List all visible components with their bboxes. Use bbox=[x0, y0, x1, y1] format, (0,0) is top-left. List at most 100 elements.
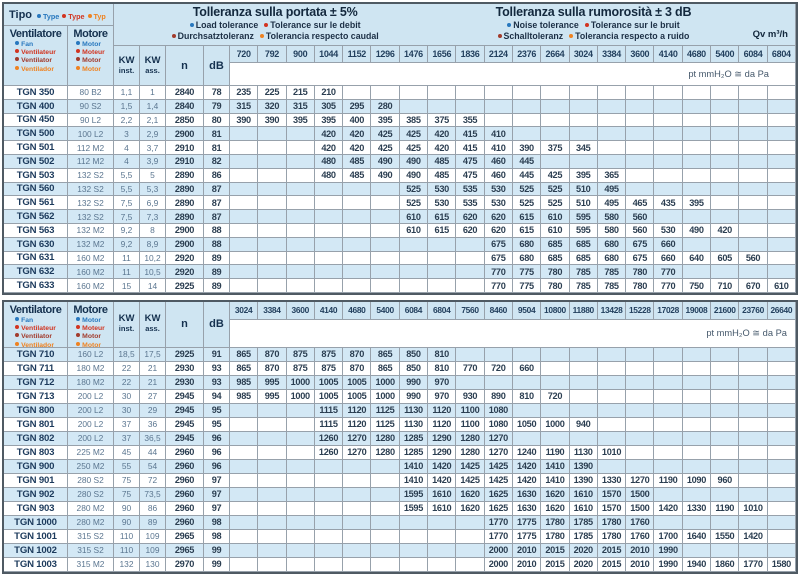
qv-value: 1640 bbox=[682, 529, 712, 544]
qv-value bbox=[767, 251, 796, 266]
row-type: TGN 710 bbox=[4, 347, 68, 362]
qv-value bbox=[314, 182, 344, 197]
qv-value: 530 bbox=[428, 196, 457, 211]
qv-value bbox=[682, 515, 712, 530]
qv-value bbox=[767, 141, 796, 155]
qv-value bbox=[314, 515, 344, 530]
qv-value bbox=[626, 347, 655, 362]
qv-value: 670 bbox=[739, 279, 768, 293]
qv-value bbox=[767, 389, 796, 404]
qv-value bbox=[654, 168, 683, 183]
qv-value: 780 bbox=[626, 265, 655, 280]
qv-value: 410 bbox=[484, 127, 513, 142]
bullet-icon bbox=[76, 57, 81, 62]
qv-value: 1770 bbox=[484, 529, 513, 544]
bullet-icon bbox=[259, 33, 264, 38]
qv-value: 610 bbox=[541, 223, 570, 238]
qv-value: 1125 bbox=[371, 417, 400, 432]
qv-value bbox=[654, 431, 683, 446]
qv-value bbox=[314, 223, 344, 238]
row-n: 2840 bbox=[166, 86, 204, 100]
row-db: 99 bbox=[204, 557, 230, 572]
n-header-cell: n bbox=[166, 46, 204, 86]
qv-value: 1420 bbox=[428, 473, 457, 488]
qv-value: 560 bbox=[626, 223, 655, 238]
qv-value: 720 bbox=[484, 361, 513, 376]
qv-value bbox=[767, 113, 796, 128]
qv-value bbox=[739, 361, 768, 376]
row-motor: 132 M2 bbox=[68, 237, 114, 252]
row-motor: 132 S2 bbox=[68, 196, 114, 211]
row-kw-ass: 14 bbox=[140, 279, 166, 293]
qv-column-header: 6804 bbox=[767, 46, 796, 63]
db-label: dB bbox=[209, 318, 224, 331]
qv-value: 685 bbox=[541, 237, 570, 252]
flow-tolerance-line-2: Durchsatztoleranz Tolerancia respecto cau… bbox=[116, 31, 434, 42]
qv-value bbox=[456, 375, 485, 390]
qv-value bbox=[399, 279, 429, 293]
qv-value bbox=[230, 501, 259, 516]
qv-value: 390 bbox=[258, 113, 287, 128]
row-kw-ass: 3,9 bbox=[140, 154, 166, 169]
qv-value bbox=[541, 86, 570, 100]
qv-value: 810 bbox=[428, 361, 457, 376]
qv-value bbox=[597, 389, 627, 404]
qv-value bbox=[343, 515, 372, 530]
qv-value bbox=[682, 375, 712, 390]
qv-value: 235 bbox=[230, 86, 259, 100]
row-kw-inst: 37 bbox=[114, 417, 140, 432]
qv-value bbox=[767, 223, 796, 238]
qv-value: 610 bbox=[399, 223, 429, 238]
qv-value bbox=[682, 265, 712, 280]
row-n: 2960 bbox=[166, 515, 204, 530]
qv-value: 785 bbox=[597, 265, 627, 280]
row-motor: 112 M2 bbox=[68, 141, 114, 155]
qv-value: 1775 bbox=[512, 529, 542, 544]
qv-value: 295 bbox=[343, 99, 372, 114]
qv-value bbox=[767, 265, 796, 280]
qv-value bbox=[258, 251, 287, 266]
qv-value: 680 bbox=[597, 237, 627, 252]
qv-value bbox=[399, 265, 429, 280]
row-motor: 315 S2 bbox=[68, 529, 114, 544]
bullet-icon bbox=[76, 49, 81, 54]
qv-value bbox=[371, 279, 400, 293]
qv-value bbox=[371, 223, 400, 238]
row-kw-ass: 7,3 bbox=[140, 210, 166, 224]
qv-value bbox=[626, 127, 655, 142]
row-motor: 180 M2 bbox=[68, 375, 114, 390]
tipo-lang-label: Type bbox=[62, 12, 85, 21]
kw-inst-header-cell: KW inst. bbox=[114, 46, 140, 86]
qv-value: 580 bbox=[597, 223, 627, 238]
row-type: TGN 711 bbox=[4, 361, 68, 376]
qv-column-header: 2124 bbox=[484, 46, 513, 63]
noise-tolerance-legend: Tolleranza sulla rumorosità ± 3 dB Noise… bbox=[434, 5, 752, 45]
qv-value bbox=[654, 113, 683, 128]
qv-value: 1780 bbox=[541, 529, 570, 544]
row-db: 88 bbox=[204, 223, 230, 238]
qv-value: 525 bbox=[399, 182, 429, 197]
qv-value: 990 bbox=[399, 375, 429, 390]
qv-value bbox=[258, 515, 287, 530]
qv-value bbox=[682, 361, 712, 376]
ventilatore-lang-label: Ventilator bbox=[15, 333, 56, 341]
qv-value: 940 bbox=[569, 417, 598, 432]
qv-value bbox=[541, 99, 570, 114]
ventilatore-lang-list: Fan Ventilateur Ventilator Ventilador bbox=[15, 316, 56, 347]
qv-value bbox=[654, 487, 683, 502]
qv-value: 1280 bbox=[371, 431, 400, 446]
qv-value: 395 bbox=[314, 113, 344, 128]
qv-value bbox=[371, 459, 400, 474]
ventilatore-lang-label: Ventilador bbox=[15, 341, 56, 347]
qv-value: 2020 bbox=[569, 543, 598, 558]
qv-value: 460 bbox=[484, 154, 513, 169]
qv-value bbox=[371, 515, 400, 530]
row-n: 2965 bbox=[166, 529, 204, 544]
qv-value: 985 bbox=[230, 375, 259, 390]
qv-value: 680 bbox=[512, 237, 542, 252]
qv-value bbox=[682, 445, 712, 460]
ventilatore-lang-label: Ventilateur bbox=[15, 325, 56, 333]
qv-value bbox=[569, 389, 598, 404]
qv-value: 675 bbox=[626, 237, 655, 252]
qv-value: 1550 bbox=[711, 529, 740, 544]
